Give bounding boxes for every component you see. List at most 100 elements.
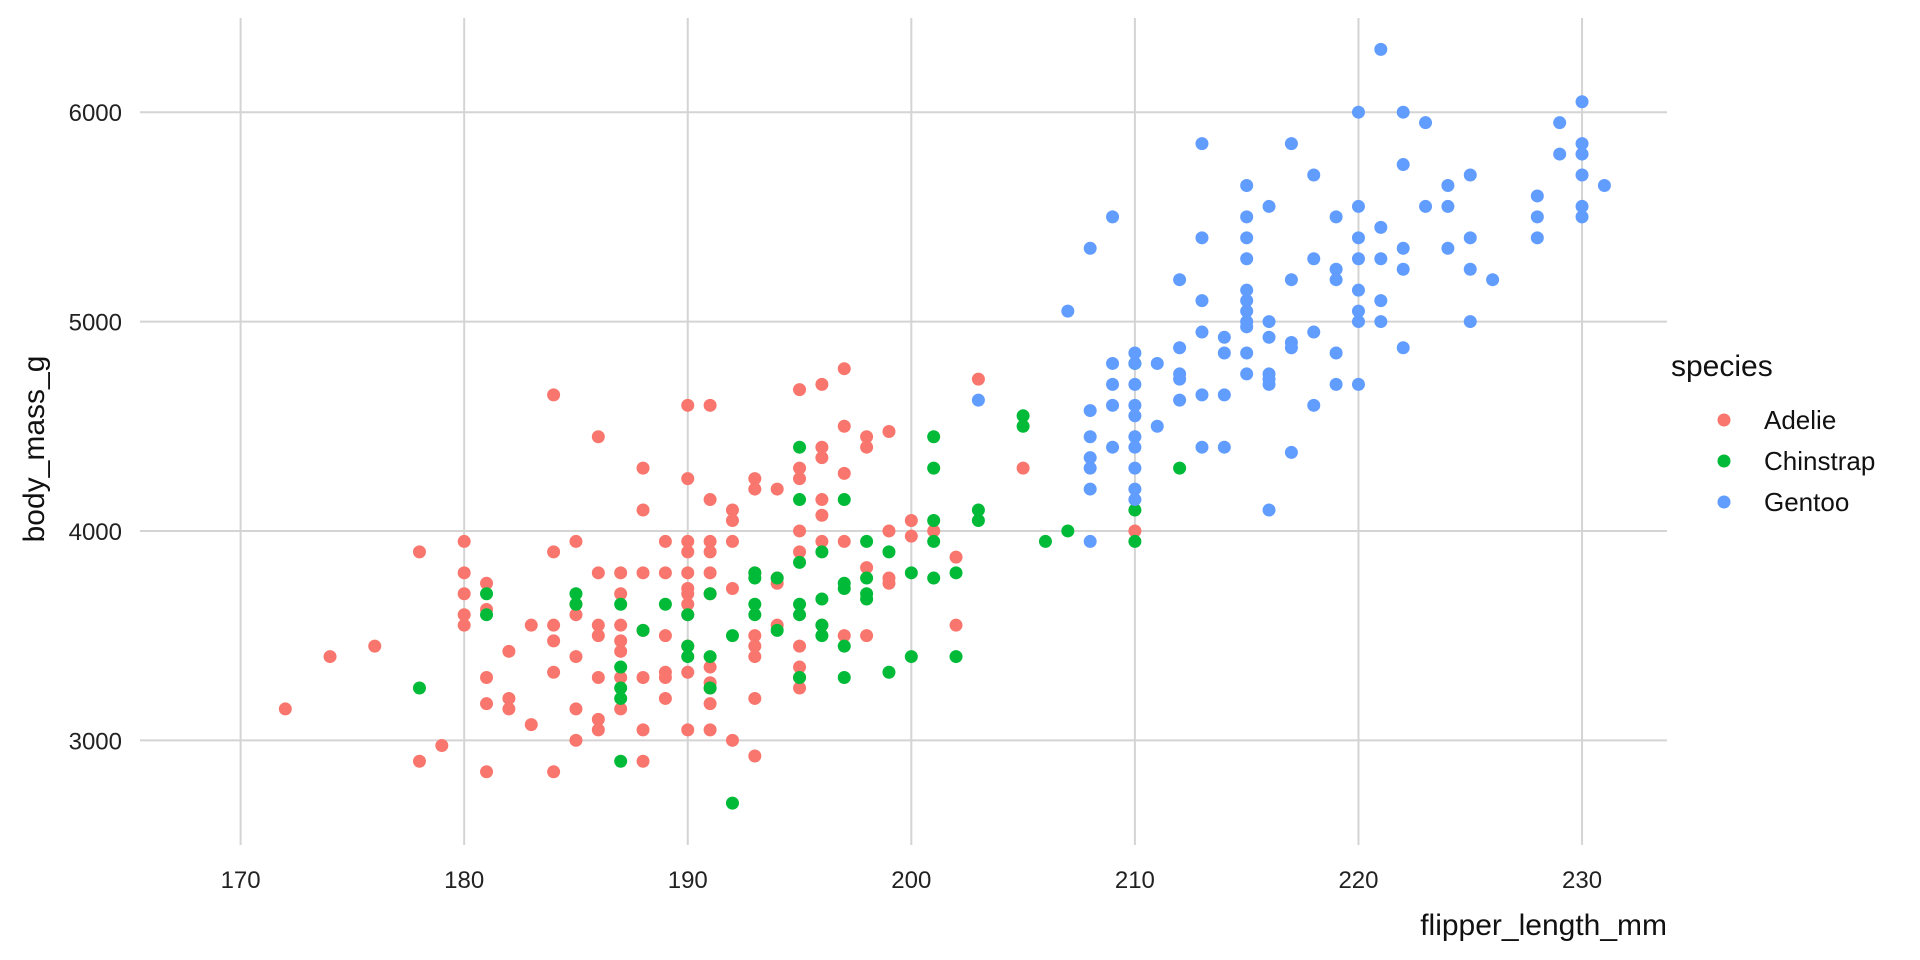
data-point [614,597,628,611]
data-point [547,634,561,648]
data-point [971,503,985,517]
data-point [703,587,717,601]
data-point [815,534,829,548]
x-tick-label: 190 [668,867,708,894]
data-point [1284,341,1298,355]
data-point [770,482,784,496]
data-point [1240,210,1254,224]
data-point [636,623,650,637]
data-point [927,571,941,585]
data-point [1597,178,1611,192]
data-point [837,639,851,653]
data-point [1195,294,1209,308]
data-point [1396,341,1410,355]
data-point [681,472,695,486]
data-point [1128,346,1142,360]
data-point [770,623,784,637]
data-point [569,733,583,747]
data-point [1240,252,1254,266]
data-point [793,597,807,611]
data-point [793,440,807,454]
data-point [1351,252,1365,266]
data-point [1307,168,1321,182]
data-point [480,765,494,779]
data-point [524,618,538,632]
data-point [1374,294,1388,308]
data-point [882,425,896,438]
data-point [882,524,896,538]
data-point [1083,241,1097,255]
data-point [1530,189,1544,203]
data-point [412,545,426,559]
data-point [1217,330,1231,344]
data-point [1351,377,1365,391]
data-point [1083,404,1097,418]
data-point [793,639,807,653]
data-point [681,566,695,580]
data-point [1016,419,1030,433]
data-point [927,513,941,527]
data-point [412,754,426,768]
data-point [614,754,628,768]
legend: species Adelie Chinstrap Gentoo [1671,350,1875,517]
x-tick-label: 180 [444,867,484,894]
data-point [636,754,650,768]
x-tick-label: 210 [1115,867,1155,894]
data-point [927,524,941,538]
data-point [1128,398,1142,412]
data-point [591,671,605,685]
data-point [748,639,762,653]
data-point [1106,356,1120,370]
data-point [815,545,829,559]
data-point [1016,409,1030,423]
data-point [323,650,337,664]
data-point [1262,315,1276,329]
data-point [278,702,292,716]
data-point [1083,430,1097,444]
data-point [1530,210,1544,224]
data-point [1351,315,1365,329]
data-point [748,571,762,585]
data-point [1262,377,1276,391]
data-point [904,513,918,527]
data-point [1195,388,1209,402]
data-point [703,493,717,507]
data-point [658,671,672,685]
data-point [793,472,807,486]
data-point [1128,377,1142,391]
data-point [837,629,851,643]
data-point [927,461,941,475]
data-point [949,650,963,664]
data-point [1150,356,1164,370]
data-point [524,718,538,732]
x-tick-label: 200 [891,867,931,894]
data-point [949,550,963,564]
data-point [703,723,717,737]
x-axis-ticks: 170 180 190 200 210 220 230 [221,867,1602,894]
data-point [1106,210,1120,224]
data-point [480,608,494,622]
data-point [793,681,807,695]
data-point [1128,440,1142,454]
data-point [1240,304,1254,318]
data-point [1307,252,1321,266]
data-point [636,566,650,580]
data-point [1351,304,1365,318]
data-point [569,650,583,664]
data-point [815,592,829,606]
data-point [1575,210,1589,224]
data-point [1351,199,1365,213]
data-point [971,372,985,386]
data-point [1195,231,1209,245]
data-point [1419,116,1433,130]
data-point [681,587,695,601]
data-point [1038,534,1052,548]
data-point [658,629,672,643]
data-point [815,377,829,391]
data-point [569,608,583,622]
data-point [748,691,762,705]
data-point [547,618,561,632]
data-point [480,576,494,590]
x-axis-title: flipper_length_mm [1420,909,1667,942]
grid-lines [140,18,1667,845]
